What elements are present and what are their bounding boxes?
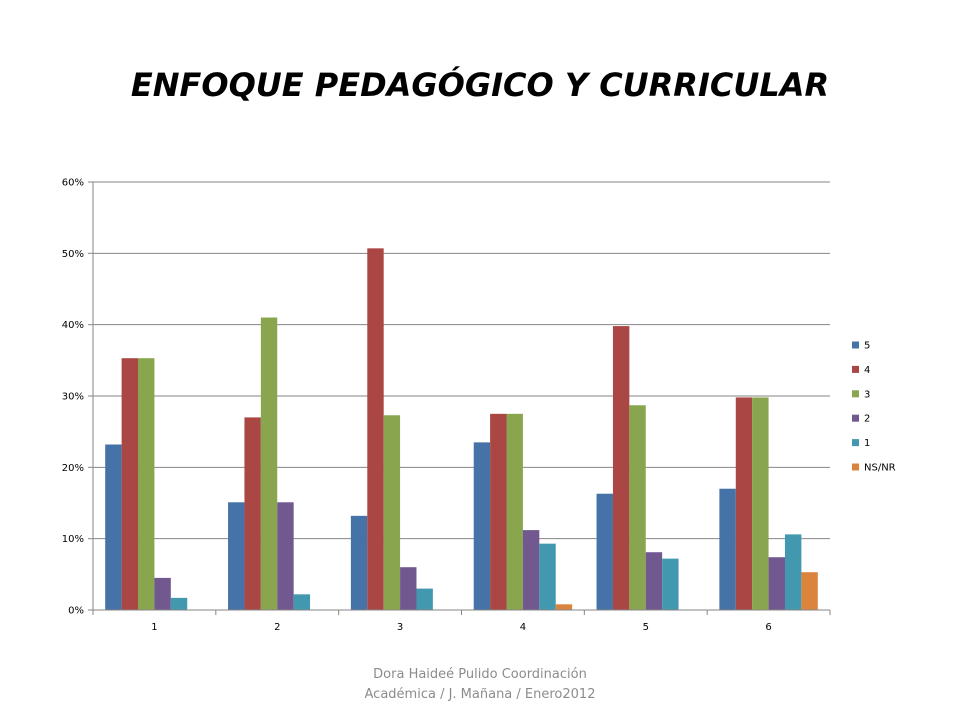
bar-series-1-cat-5	[662, 558, 679, 610]
x-tick-label: 6	[765, 622, 771, 633]
footer-line-1: Dora Haideé Pulido Coordinación	[373, 667, 587, 682]
legend-label: 5	[864, 341, 870, 352]
footer-line-2: Académica / J. Mañana / Enero2012	[364, 687, 596, 702]
bars	[105, 248, 818, 610]
footer-credit: Dora Haideé Pulido Coordinación Académic…	[330, 665, 630, 705]
bar-series-5-cat-2	[228, 502, 245, 610]
legend-label: 2	[864, 414, 870, 425]
bar-series-2-cat-3	[400, 567, 417, 610]
y-tick-label: 20%	[62, 463, 84, 474]
legend-label: 4	[864, 365, 870, 376]
x-tick-label: 5	[643, 622, 649, 633]
y-tick-label: 60%	[62, 178, 84, 189]
bar-series-1-cat-3	[416, 588, 433, 610]
y-tick-label: 30%	[62, 392, 84, 403]
bar-series-3-cat-3	[383, 415, 401, 610]
bar-series-2-cat-1	[154, 577, 171, 610]
bar-series-4-cat-6	[735, 397, 753, 610]
legend-label: NS/NR	[864, 463, 896, 474]
legend-swatch	[852, 341, 859, 349]
legend-label: 1	[864, 438, 870, 449]
bar-series-5-cat-6	[719, 488, 736, 610]
x-tick-label: 1	[151, 622, 157, 633]
x-tick-label: 4	[520, 622, 526, 633]
x-tick-label: 3	[397, 622, 403, 633]
bar-series-1-cat-6	[784, 534, 802, 610]
legend-swatch	[852, 365, 859, 373]
y-tick-label: 50%	[62, 249, 84, 260]
legend-swatch	[852, 414, 859, 422]
bar-series-5-cat-1	[105, 444, 122, 610]
bar-series-3-cat-2	[260, 317, 278, 610]
bar-series-nsnr-cat-6	[801, 572, 818, 610]
bar-series-1-cat-1	[170, 597, 188, 610]
y-tick-label: 40%	[62, 320, 84, 331]
bar-series-1-cat-4	[539, 543, 556, 610]
legend-swatch	[852, 463, 859, 471]
bar-series-4-cat-2	[244, 417, 261, 610]
bar-series-nsnr-cat-4	[555, 604, 573, 610]
legend-swatch	[852, 439, 859, 447]
legend: 5 4 3 2 1 NS/NR	[852, 341, 896, 474]
bar-series-4-cat-4	[490, 413, 507, 610]
y-tick-label: 10%	[62, 534, 84, 545]
bar-series-3-cat-5	[629, 405, 646, 610]
x-tick-label: 2	[274, 622, 280, 633]
bar-series-1-cat-2	[293, 594, 311, 610]
bar-series-2-cat-6	[768, 557, 785, 610]
y-tick-label: 0%	[68, 606, 84, 617]
bar-series-3-cat-4	[506, 413, 523, 610]
bar-series-5-cat-3	[350, 515, 368, 610]
bar-series-2-cat-5	[645, 552, 663, 610]
x-axis-ticks: 1 2 3 4 5 6	[92, 610, 831, 633]
bar-series-2-cat-4	[522, 530, 540, 610]
slide-title: ENFOQUE PEDAGÓGICO Y CURRICULAR	[130, 66, 830, 104]
bar-series-4-cat-3	[367, 248, 384, 610]
y-axis-ticks: 0% 10% 20% 30% 40% 50% 60%	[62, 178, 93, 617]
legend-swatch	[852, 390, 859, 398]
bar-series-5-cat-4	[473, 442, 491, 610]
bar-series-4-cat-1	[121, 358, 139, 610]
bar-series-5-cat-5	[596, 493, 613, 610]
bar-series-3-cat-1	[138, 358, 155, 610]
legend-label: 3	[864, 389, 870, 400]
bar-series-2-cat-2	[277, 502, 294, 610]
bar-series-4-cat-5	[612, 326, 630, 610]
bar-series-3-cat-6	[752, 397, 769, 610]
